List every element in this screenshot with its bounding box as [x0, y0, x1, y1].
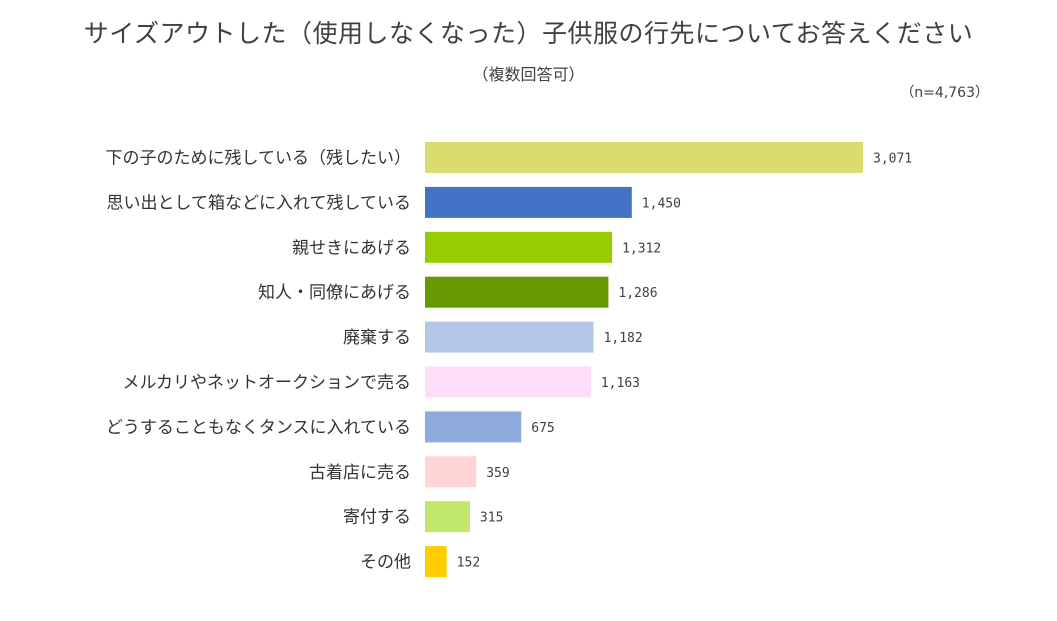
category-label: 寄付する — [343, 508, 411, 528]
category-label: メルカリやネットオークションで売る — [123, 373, 412, 393]
chart-subtitle: （複数回答可） — [472, 65, 585, 84]
value-label: 3,071 — [873, 152, 912, 167]
category-label: 廃棄する — [343, 328, 411, 348]
bar — [425, 142, 863, 173]
category-label: 下の子のために残している（残したい） — [106, 149, 412, 169]
bar — [425, 231, 613, 263]
value-label: 1,312 — [622, 241, 661, 256]
bar — [425, 411, 522, 443]
value-label: 1,182 — [604, 331, 643, 346]
category-label: 古着店に売る — [309, 463, 411, 483]
value-label: 359 — [486, 466, 509, 481]
sample-size-label: （n=4,763） — [900, 85, 989, 101]
chart-title: サイズアウトした（使用しなくなった）子供服の行先についてお答えください — [83, 19, 974, 48]
bar — [425, 321, 594, 353]
category-label: その他 — [360, 553, 411, 573]
bar — [425, 456, 477, 488]
category-label: どうすることもなくタンスに入れている — [106, 418, 411, 438]
category-label: 思い出として箱などに入れて残している — [107, 193, 411, 213]
value-label: 1,286 — [618, 286, 657, 301]
category-label: 知人・同僚にあげる — [258, 283, 411, 303]
bar — [425, 546, 447, 578]
value-label: 1,450 — [642, 196, 681, 211]
bar — [425, 186, 632, 218]
bar — [425, 366, 591, 398]
bar — [425, 276, 609, 308]
category-label: 親せきにあげる — [292, 238, 411, 258]
value-label: 315 — [480, 511, 503, 526]
value-label: 152 — [457, 556, 480, 571]
bar — [425, 501, 470, 533]
value-label: 675 — [531, 421, 554, 436]
value-label: 1,163 — [601, 376, 640, 391]
